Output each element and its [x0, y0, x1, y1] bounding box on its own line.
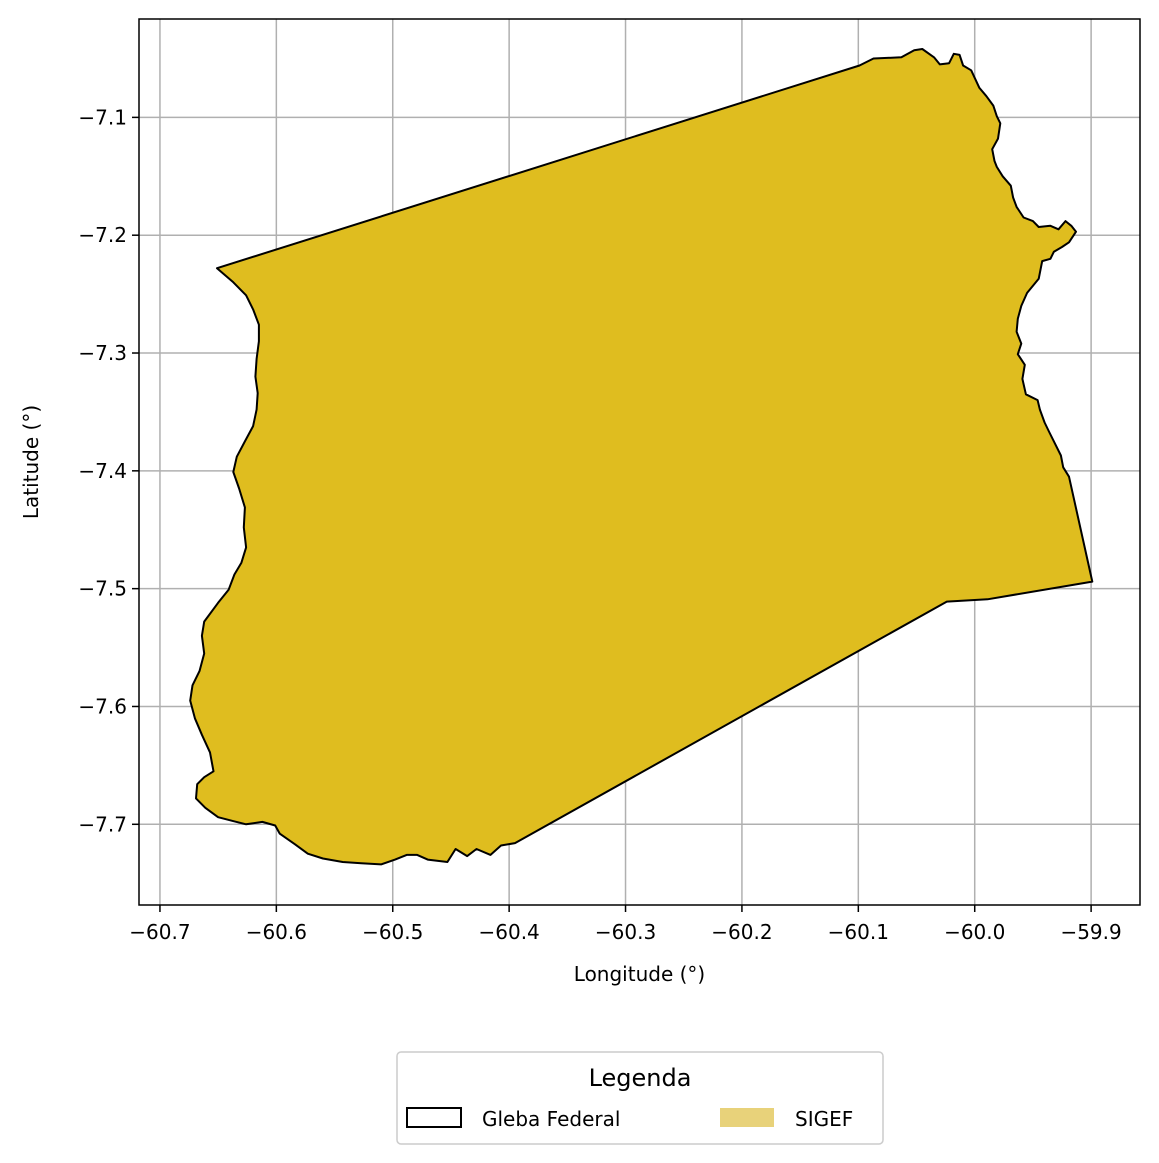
y-tick-label: −7.7: [78, 812, 127, 836]
x-tick-label: −60.5: [362, 920, 423, 944]
x-tick-label: −60.1: [828, 920, 889, 944]
x-axis-ticks: −60.7 −60.6 −60.5 −60.4 −60.3 −60.2 −60.1 −60.0…: [129, 905, 1122, 944]
x-tick-label: −60.3: [595, 920, 656, 944]
legend-swatch-gleba-federal: [406, 1107, 462, 1128]
legend-label-sigef: SIGEF: [795, 1107, 853, 1131]
y-tick-label: −7.6: [78, 694, 127, 718]
legend-title: Legenda: [589, 1064, 692, 1092]
y-tick-label: −7.1: [78, 105, 127, 129]
x-tick-label: −60.6: [246, 920, 307, 944]
y-tick-label: −7.5: [78, 577, 127, 601]
y-tick-label: −7.2: [78, 223, 127, 247]
axes-frame: [138, 18, 1141, 906]
y-axis-ticks: −7.1 −7.2 −7.3 −7.4 −7.5 −7.6 −7.7: [78, 105, 139, 836]
y-tick-label: −7.4: [78, 459, 127, 483]
sigef-polygon: [189, 48, 1094, 866]
x-tick-label: −60.7: [129, 920, 190, 944]
legend-swatch-sigef: [720, 1108, 774, 1127]
x-tick-label: −60.2: [711, 920, 772, 944]
legend-label-gleba-federal: Gleba Federal: [482, 1107, 620, 1131]
x-axis-label: Longitude (°): [574, 962, 705, 986]
y-axis-label: Latitude (°): [19, 405, 43, 519]
x-tick-label: −59.9: [1060, 920, 1121, 944]
x-tick-label: −60.0: [944, 920, 1005, 944]
legend: Legenda Gleba Federal SIGEF: [396, 1051, 884, 1145]
x-tick-label: −60.4: [478, 920, 539, 944]
y-tick-label: −7.3: [78, 341, 127, 365]
